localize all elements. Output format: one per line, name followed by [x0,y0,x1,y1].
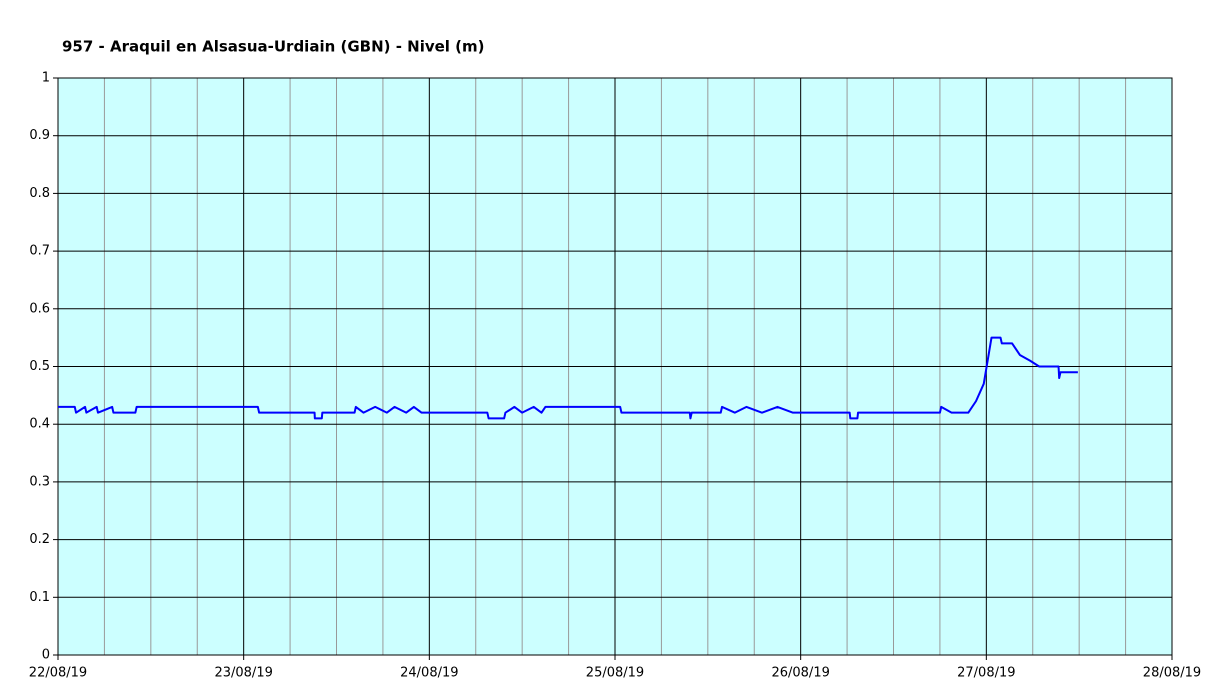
y-tick-label: 0.9 [29,128,50,143]
y-tick-label: 0.5 [29,359,50,374]
y-tick-label: 0.8 [29,186,50,201]
line-series [58,336,1078,420]
y-tick-label: 1 [42,71,50,86]
x-tick-label: 24/08/19 [400,666,458,681]
y-tick-label: 0 [42,648,50,663]
x-tick-label: 23/08/19 [214,666,272,681]
y-tick-label: 0.6 [29,301,50,316]
x-tick-label: 28/08/19 [1143,666,1201,681]
y-tick-label: 0.7 [29,244,50,259]
x-tick-label: 27/08/19 [957,666,1015,681]
y-tick-label: 0.2 [29,532,50,547]
x-tick-label: 25/08/19 [586,666,644,681]
x-tick-label: 26/08/19 [771,666,829,681]
y-tick-label: 0.4 [29,417,50,432]
chart-title: 957 - Araquil en Alsasua-Urdiain (GBN) -… [62,38,485,56]
x-tick-label: 22/08/19 [29,666,87,681]
y-tick-label: 0.1 [29,590,50,605]
y-tick-label: 0.3 [29,474,50,489]
